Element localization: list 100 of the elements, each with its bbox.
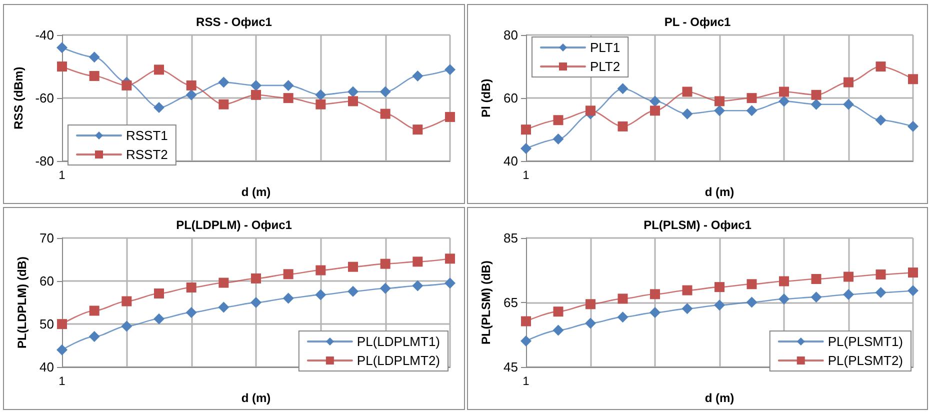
point bbox=[714, 96, 724, 106]
point bbox=[380, 108, 390, 119]
point bbox=[154, 102, 164, 114]
point bbox=[348, 86, 358, 98]
point bbox=[520, 142, 532, 154]
point bbox=[810, 292, 822, 303]
point bbox=[444, 64, 456, 76]
point bbox=[89, 306, 100, 316]
y-axis-title: PL(PLSM) (dB) bbox=[479, 260, 493, 345]
point bbox=[348, 286, 358, 297]
point bbox=[810, 98, 822, 110]
point bbox=[380, 86, 391, 98]
point bbox=[811, 274, 822, 284]
point bbox=[746, 279, 757, 290]
point bbox=[714, 282, 724, 292]
point bbox=[186, 89, 197, 100]
legend-label: PL(PLSMT2) bbox=[828, 353, 904, 368]
y-axis-title: PL(LDPLM) (dB) bbox=[15, 256, 29, 349]
x-axis-title: d (m) bbox=[241, 391, 271, 405]
point bbox=[586, 106, 596, 116]
point bbox=[316, 265, 326, 276]
y-axis-title: Pl (dB) bbox=[479, 78, 493, 118]
y-tick-label: 60 bbox=[40, 274, 54, 289]
point bbox=[521, 316, 531, 326]
point bbox=[811, 90, 822, 100]
point bbox=[316, 99, 326, 110]
point bbox=[521, 124, 531, 135]
point bbox=[520, 335, 532, 346]
point bbox=[89, 70, 100, 81]
point bbox=[746, 93, 757, 104]
chart-title: RSS - Офис1 bbox=[196, 15, 272, 29]
legend-label: RSST2 bbox=[126, 147, 168, 162]
point bbox=[122, 80, 132, 90]
y-tick-label: 50 bbox=[40, 316, 54, 332]
point bbox=[553, 115, 564, 126]
y-tick-label: -80 bbox=[35, 154, 54, 169]
point bbox=[445, 254, 455, 264]
point bbox=[348, 96, 358, 106]
x-tick-label: 1 bbox=[522, 168, 530, 182]
x-axis-title: d (m) bbox=[704, 391, 734, 405]
point bbox=[250, 80, 262, 91]
chart-title: PL(PLSM) - Офис1 bbox=[644, 218, 752, 232]
y-tick-label: -40 bbox=[35, 28, 54, 42]
point bbox=[908, 285, 918, 296]
point bbox=[585, 318, 596, 329]
y-tick-label: 85 bbox=[504, 230, 518, 246]
point bbox=[315, 89, 326, 100]
point bbox=[908, 74, 918, 84]
legend-label: PL(PLSMT1) bbox=[828, 334, 904, 349]
point bbox=[553, 306, 564, 317]
point bbox=[283, 93, 294, 104]
point bbox=[875, 287, 886, 298]
x-tick-label: 1 bbox=[58, 374, 66, 388]
point bbox=[682, 285, 692, 296]
point bbox=[282, 80, 294, 91]
point bbox=[778, 96, 790, 107]
point bbox=[586, 299, 596, 310]
point bbox=[650, 307, 660, 318]
point bbox=[844, 272, 854, 282]
point bbox=[380, 282, 391, 294]
point bbox=[650, 106, 660, 116]
point bbox=[186, 306, 197, 318]
legend-label: RSST1 bbox=[126, 128, 168, 143]
point bbox=[218, 278, 229, 288]
point bbox=[445, 112, 455, 122]
x-axis-title: d (m) bbox=[704, 185, 734, 199]
point bbox=[121, 320, 132, 332]
point bbox=[618, 294, 628, 304]
point bbox=[88, 52, 100, 63]
point bbox=[56, 344, 68, 356]
point bbox=[380, 258, 390, 269]
legend-label: PLT2 bbox=[590, 59, 620, 74]
point bbox=[618, 121, 628, 132]
point bbox=[875, 114, 886, 126]
point bbox=[843, 98, 854, 110]
y-tick-label: 45 bbox=[504, 360, 518, 375]
y-tick-label: 40 bbox=[504, 154, 518, 169]
point bbox=[908, 120, 918, 132]
point bbox=[876, 269, 886, 280]
point bbox=[779, 86, 789, 97]
point bbox=[876, 62, 886, 72]
point bbox=[746, 105, 758, 116]
y-tick-label: 80 bbox=[504, 28, 518, 42]
point bbox=[412, 70, 424, 82]
point bbox=[186, 80, 196, 90]
x-tick-label: 1 bbox=[522, 374, 530, 388]
y-tick-label: 65 bbox=[504, 295, 518, 310]
point bbox=[908, 268, 918, 278]
point bbox=[444, 278, 456, 289]
point bbox=[218, 76, 230, 88]
point bbox=[682, 303, 693, 314]
point bbox=[154, 313, 164, 324]
point bbox=[714, 300, 725, 311]
point bbox=[186, 282, 196, 292]
point bbox=[251, 90, 261, 100]
point bbox=[282, 292, 294, 304]
point bbox=[682, 86, 692, 97]
point bbox=[682, 108, 693, 120]
y-tick-label: 40 bbox=[40, 360, 54, 375]
point bbox=[650, 289, 660, 300]
